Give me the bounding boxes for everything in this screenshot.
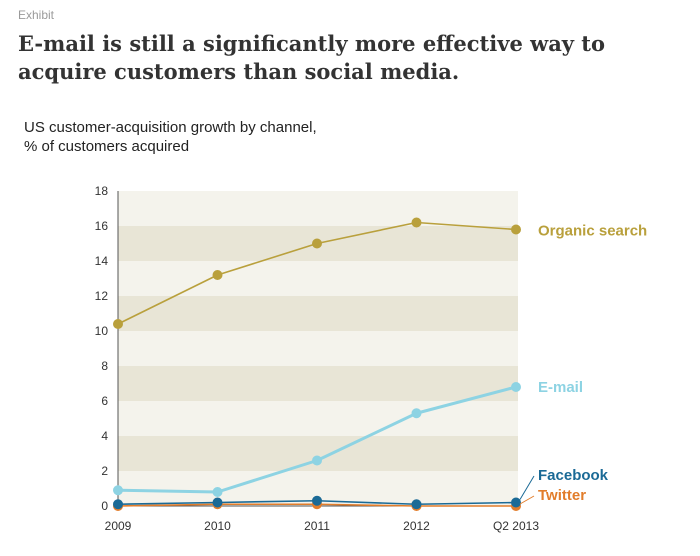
y-tick-label-6: 6 bbox=[101, 394, 108, 408]
data-point-organic-search-2011 bbox=[312, 238, 322, 249]
series-organic-search bbox=[113, 217, 521, 329]
series-facebook bbox=[113, 495, 521, 510]
grid-band-4-6 bbox=[118, 401, 518, 436]
y-tick-label-14: 14 bbox=[95, 254, 109, 268]
grid-band-6-8 bbox=[118, 366, 518, 401]
data-point-e-mail-2009 bbox=[113, 485, 123, 496]
data-point-organic-search-2010 bbox=[212, 270, 223, 280]
data-point-e-mail-2010 bbox=[212, 487, 223, 497]
data-point-facebook-2009 bbox=[113, 499, 123, 510]
data-point-e-mail-2011 bbox=[312, 455, 322, 466]
legend-label-twitter: Twitter bbox=[538, 487, 586, 504]
y-tick-label-4: 4 bbox=[101, 429, 108, 443]
exhibit-label: Exhibit bbox=[18, 8, 55, 22]
data-point-facebook-2012 bbox=[411, 499, 422, 510]
grid-band-16-18 bbox=[118, 191, 518, 226]
data-point-facebook-2010 bbox=[212, 497, 223, 508]
legend-label-facebook: Facebook bbox=[538, 467, 609, 484]
grid-band-10-12 bbox=[118, 296, 518, 331]
leader-line-facebook bbox=[519, 475, 535, 500]
x-tick-label-2011: 2011 bbox=[304, 519, 330, 533]
legend-label-e-mail: E-mail bbox=[538, 379, 583, 396]
x-axis-ticks: 2009 2010 2011 2012 Q2 2013 bbox=[105, 519, 540, 533]
grid-band-8-10 bbox=[118, 331, 518, 366]
series-e-mail bbox=[113, 382, 521, 497]
y-tick-label-0: 0 bbox=[101, 499, 108, 513]
y-axis-ticks: 0 2 4 6 8 10 12 14 16 18 bbox=[95, 184, 109, 513]
data-point-organic-search-2009 bbox=[113, 319, 123, 329]
y-tick-label-2: 2 bbox=[101, 464, 108, 478]
x-tick-label-2012: 2012 bbox=[403, 519, 430, 533]
chart-subtitle-line-1: US customer-acquisition growth by channe… bbox=[24, 119, 317, 136]
grid-bands bbox=[118, 191, 518, 506]
grid-band-12-14 bbox=[118, 261, 518, 296]
chart-subtitle: US customer-acquisition growth by channe… bbox=[24, 118, 317, 156]
x-tick-label-2010: 2010 bbox=[204, 519, 231, 533]
y-tick-label-12: 12 bbox=[95, 289, 109, 303]
data-point-facebook-2011 bbox=[312, 495, 322, 506]
chart-series bbox=[113, 217, 521, 511]
y-tick-label-18: 18 bbox=[95, 184, 109, 198]
y-tick-label-8: 8 bbox=[101, 359, 108, 373]
chart-subtitle-line-2: % of customers acquired bbox=[24, 138, 190, 155]
data-point-e-mail-2012 bbox=[411, 408, 422, 419]
grid-band-2-4 bbox=[118, 436, 518, 471]
y-tick-label-10: 10 bbox=[95, 324, 109, 338]
x-tick-label-q2-2013: Q2 2013 bbox=[493, 519, 539, 533]
chart-legend: Organic search E-mail Facebook Twitter bbox=[519, 223, 647, 505]
chart-headline: E-mail is still a significantly more eff… bbox=[18, 31, 606, 84]
data-point-organic-search-q2-2013 bbox=[511, 224, 521, 235]
x-tick-label-2009: 2009 bbox=[105, 519, 132, 533]
data-point-e-mail-q2-2013 bbox=[511, 382, 521, 392]
data-point-organic-search-2012 bbox=[411, 217, 422, 228]
data-point-facebook-q2-2013 bbox=[511, 497, 521, 508]
y-tick-label-16: 16 bbox=[95, 219, 109, 233]
legend-label-organic-search: Organic search bbox=[538, 223, 647, 240]
leader-line-twitter bbox=[519, 495, 535, 505]
